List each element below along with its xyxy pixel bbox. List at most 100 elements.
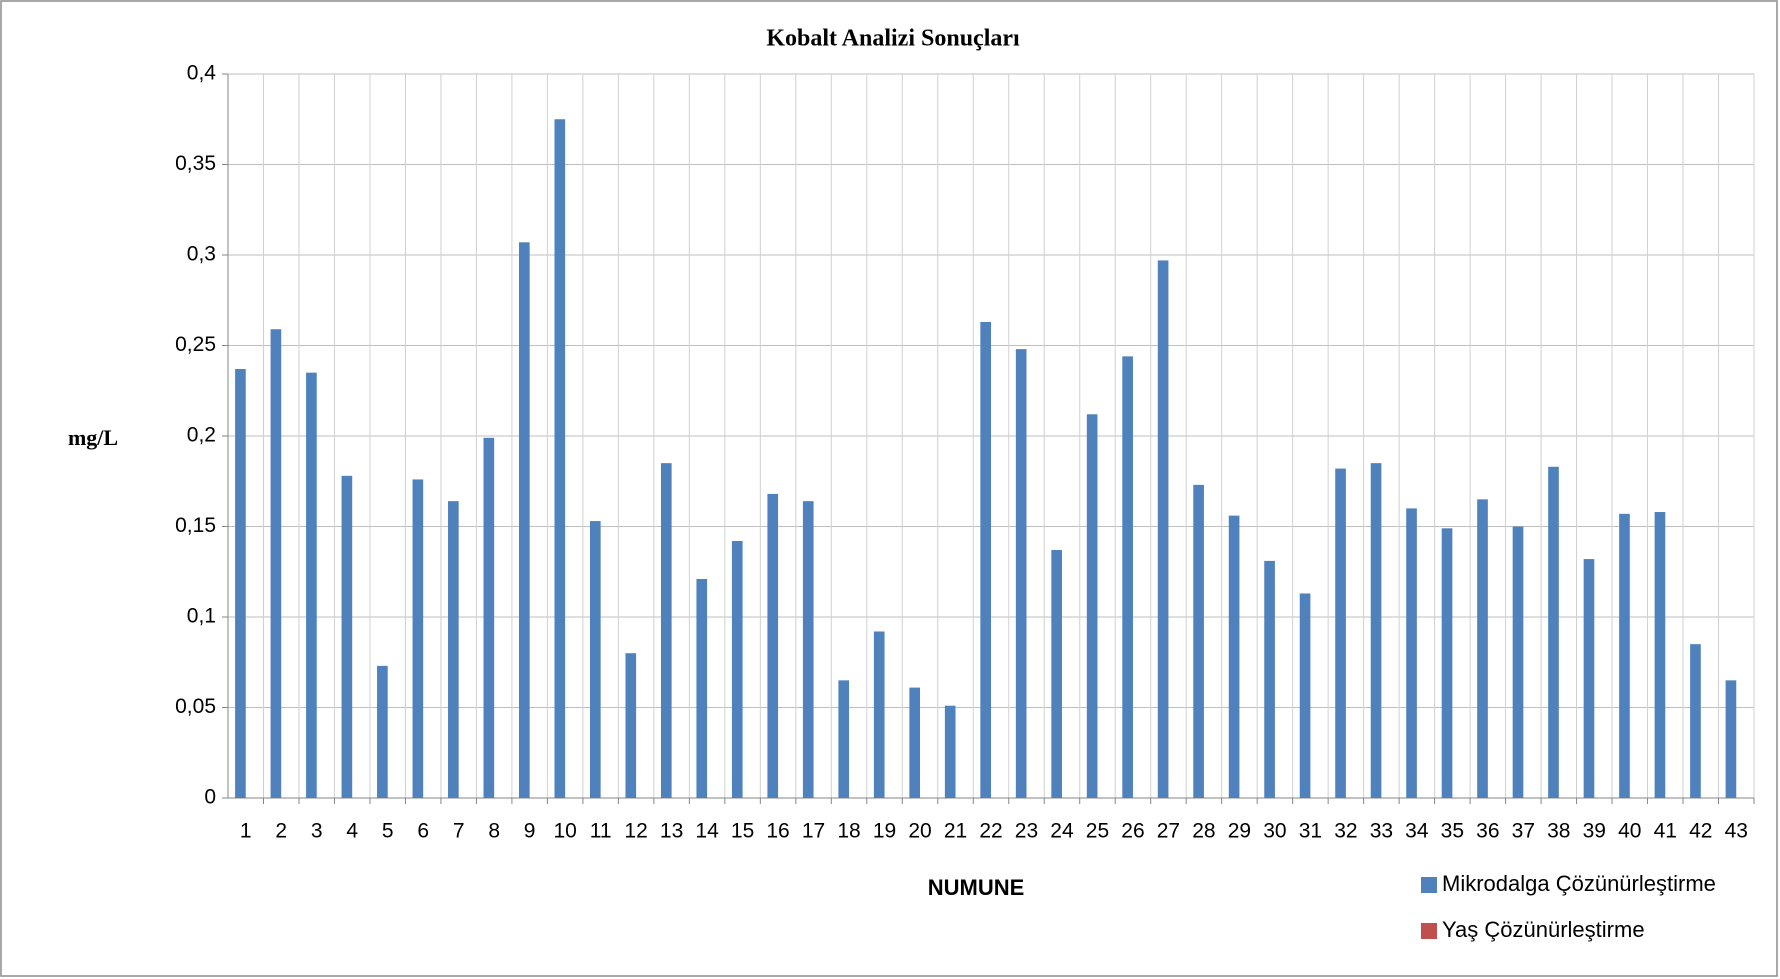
bar (589, 521, 601, 798)
bar (980, 321, 991, 798)
bar (1370, 463, 1382, 798)
x-tick-label: 12 (624, 820, 647, 843)
x-tick-label: 29 (1228, 820, 1251, 843)
x-tick-label: 5 (382, 820, 394, 843)
y-tick-label: 0 (204, 786, 216, 809)
bar (731, 540, 743, 798)
x-tick-label: 14 (695, 820, 719, 843)
x-tick-label: 1 (240, 820, 252, 843)
bar (1548, 466, 1559, 798)
x-tick-label: 23 (1015, 820, 1038, 843)
bar (1157, 260, 1169, 798)
x-tick-label: 13 (660, 820, 683, 843)
x-tick-label: 2 (275, 820, 287, 843)
x-tick-label: 17 (802, 820, 825, 843)
y-tick-label: 0,1 (187, 605, 216, 628)
x-tick-label: 42 (1689, 820, 1712, 843)
bar (696, 578, 708, 798)
bar (341, 475, 353, 798)
bar (1015, 349, 1027, 798)
y-tick-label: 0,4 (187, 62, 217, 85)
x-tick-label: 41 (1654, 820, 1677, 843)
bar (1725, 680, 1737, 798)
bar (1583, 559, 1595, 798)
x-tick-label: 37 (1512, 820, 1535, 843)
x-tick-label: 9 (524, 820, 536, 843)
bar (306, 372, 317, 798)
x-axis-label: NUMUNE (928, 875, 1025, 900)
x-tick-label: 3 (311, 820, 323, 843)
y-tick-label: 0,35 (175, 152, 216, 175)
legend-label: Yaş Çözünürleştirme (1442, 917, 1645, 942)
x-tick-label: 8 (488, 820, 500, 843)
bar (909, 687, 921, 798)
x-tick-label: 20 (908, 820, 931, 843)
bar (235, 369, 246, 798)
bar (1619, 513, 1630, 798)
x-tick-label: 34 (1405, 820, 1429, 843)
x-tick-label: 40 (1618, 820, 1641, 843)
x-tick-label: 4 (346, 820, 358, 843)
bar (1264, 560, 1275, 798)
bar (1193, 484, 1204, 798)
y-tick-label: 0,3 (187, 243, 216, 266)
bar (1299, 593, 1311, 798)
bar (412, 479, 424, 798)
legend-swatch (1421, 877, 1437, 893)
x-tick-label: 36 (1476, 820, 1499, 843)
bar (838, 680, 850, 798)
x-tick-label: 18 (837, 820, 860, 843)
bar (519, 242, 530, 798)
x-tick-label: 19 (873, 820, 896, 843)
chart-title: Kobalt Analizi Sonuçları (766, 26, 1020, 52)
x-tick-label: 6 (417, 820, 429, 843)
bar (873, 631, 885, 798)
x-tick-label: 32 (1334, 820, 1357, 843)
bar (1122, 356, 1133, 798)
bar (377, 665, 388, 798)
bar (448, 501, 459, 798)
bar (625, 653, 637, 798)
x-tick-label: 16 (766, 820, 789, 843)
x-tick-label: 7 (453, 820, 465, 843)
bar (1228, 515, 1240, 798)
x-tick-label: 31 (1299, 820, 1322, 843)
x-tick-label: 26 (1121, 820, 1144, 843)
legend-swatch (1421, 923, 1437, 939)
y-tick-label: 0,2 (187, 424, 216, 447)
bar (554, 119, 566, 798)
bar (1086, 414, 1098, 798)
bar (660, 463, 672, 798)
x-tick-label: 35 (1441, 820, 1464, 843)
y-tick-label: 0,25 (175, 333, 216, 356)
x-tick-label: 25 (1086, 820, 1109, 843)
x-tick-label: 43 (1725, 820, 1748, 843)
bar (767, 493, 779, 798)
bar (483, 437, 495, 798)
bar (1512, 526, 1524, 798)
bar (944, 705, 956, 798)
x-tick-label: 27 (1157, 820, 1180, 843)
y-tick-label: 0,15 (175, 514, 216, 537)
legend-label: Mikrodalga Çözünürleştirme (1442, 871, 1716, 896)
bar (1690, 644, 1701, 798)
x-tick-label: 24 (1050, 820, 1074, 843)
y-axis-label: mg/L (68, 425, 118, 450)
x-tick-label: 22 (979, 820, 1002, 843)
bar (1654, 512, 1666, 798)
bar (1406, 508, 1417, 798)
x-tick-label: 33 (1370, 820, 1393, 843)
bar (1335, 468, 1346, 798)
x-tick-label: 39 (1583, 820, 1606, 843)
x-tick-label: 21 (944, 820, 967, 843)
bar (1477, 499, 1488, 798)
bar (1441, 528, 1453, 798)
x-tick-label: 15 (731, 820, 754, 843)
bar (1051, 550, 1062, 798)
bar (270, 329, 282, 798)
y-tick-label: 0,05 (175, 695, 216, 718)
bar (802, 501, 814, 798)
x-tick-label: 11 (590, 820, 612, 843)
